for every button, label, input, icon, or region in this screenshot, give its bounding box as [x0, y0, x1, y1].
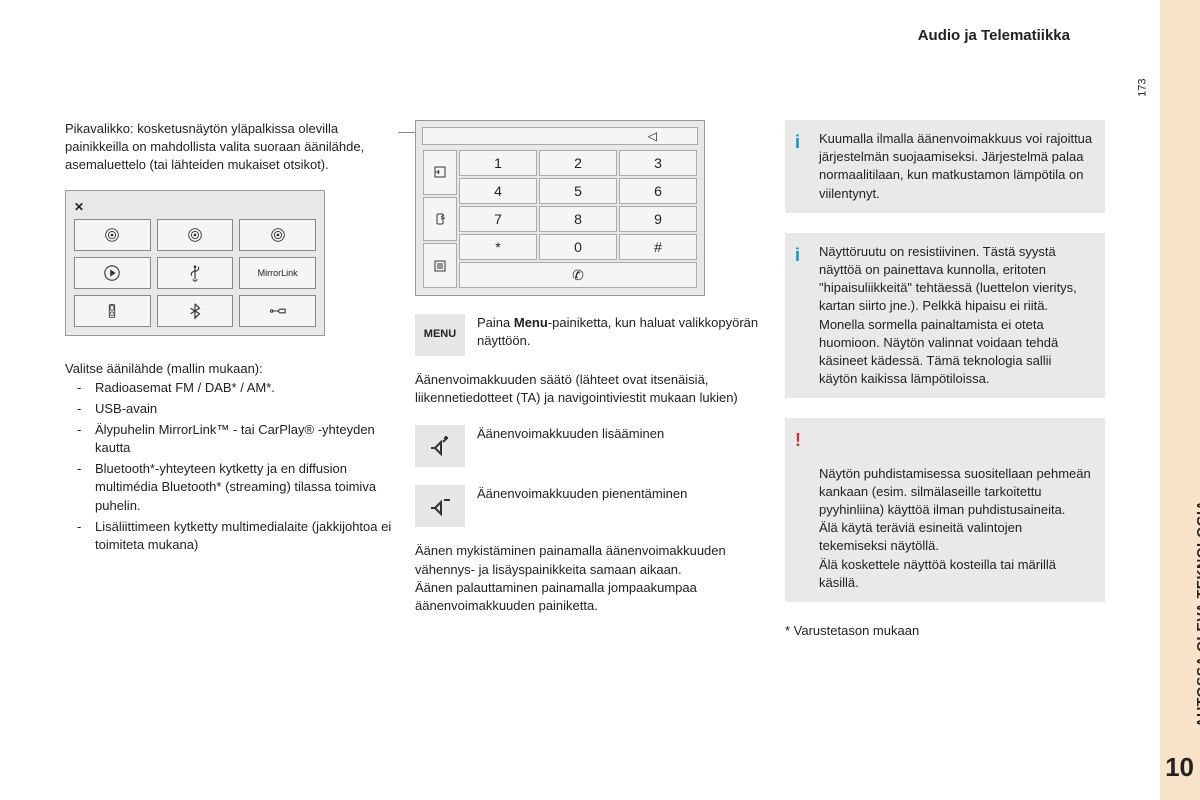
source-radio1-button[interactable] — [74, 219, 151, 251]
key-hash[interactable]: # — [619, 234, 697, 260]
chapter-number: 10 — [1165, 749, 1194, 785]
list-item: Lisäliittimeen kytketty multimedialaite … — [77, 518, 395, 554]
warning-icon: ! — [795, 428, 801, 453]
keypad-panel: 1 2 3 4 5 6 7 8 9 * — [415, 120, 705, 296]
key-call[interactable]: ✆ — [459, 262, 697, 288]
source-radio3-button[interactable] — [239, 219, 316, 251]
list-item: Bluetooth*-yhteyteen kytketty ja en diff… — [77, 460, 395, 515]
key-8[interactable]: 8 — [539, 206, 617, 232]
source-list: Radioasemat FM / DAB* / AM*. USB-avain Ä… — [65, 379, 395, 555]
keypad-tab1-button[interactable] — [423, 150, 457, 195]
key-0[interactable]: 0 — [539, 234, 617, 260]
volume-up-label: Äänenvoimakkuuden lisääminen — [477, 425, 664, 443]
select-source-intro: Valitse äänilähde (mallin mukaan): — [65, 360, 395, 378]
key-2[interactable]: 2 — [539, 150, 617, 176]
volume-up-button[interactable] — [415, 425, 465, 467]
key-7[interactable]: 7 — [459, 206, 537, 232]
source-panel: ✕ MirrorLink — [65, 190, 325, 337]
info-box-resistive: i Näyttöruutu on resistiivinen. Tästä sy… — [785, 233, 1105, 399]
menu-help-text: Paina Menu-painiketta, kun haluat valikk… — [477, 314, 760, 350]
side-tab: AUTOSSA OLEVA TEKNOLOGIA 10 — [1160, 0, 1200, 800]
source-play-button[interactable] — [74, 257, 151, 289]
source-bluetooth-button[interactable] — [157, 295, 234, 327]
side-label: AUTOSSA OLEVA TEKNOLOGIA — [1192, 500, 1200, 727]
info-box-heat: i Kuumalla ilmalla äänenvoimakkuus voi r… — [785, 120, 1105, 213]
warning-box-cleaning: ! Näytön puhdistamisessa suositellaan pe… — [785, 418, 1105, 602]
info-icon: i — [795, 130, 800, 155]
source-mirrorlink-button[interactable]: MirrorLink — [239, 257, 316, 289]
source-radio2-button[interactable] — [157, 219, 234, 251]
close-icon[interactable]: ✕ — [74, 199, 316, 216]
volume-down-label: Äänenvoimakkuuden pienentäminen — [477, 485, 687, 503]
list-item: USB-avain — [77, 400, 395, 418]
key-9[interactable]: 9 — [619, 206, 697, 232]
volume-note: Äänenvoimakkuuden säätö (lähteet ovat it… — [415, 371, 760, 407]
keypad-tab3-button[interactable] — [423, 243, 457, 288]
key-star[interactable]: * — [459, 234, 537, 260]
page-number: 173 — [1135, 79, 1150, 97]
volume-down-button[interactable] — [415, 485, 465, 527]
key-3[interactable]: 3 — [619, 150, 697, 176]
menu-button[interactable]: MENU — [415, 314, 465, 356]
key-5[interactable]: 5 — [539, 178, 617, 204]
mute-text: Äänen mykistäminen painamalla äänenvoima… — [415, 542, 760, 578]
key-1[interactable]: 1 — [459, 150, 537, 176]
source-aux-button[interactable] — [239, 295, 316, 327]
page-title: Audio ja Telematiikka — [0, 25, 1100, 46]
key-4[interactable]: 4 — [459, 178, 537, 204]
list-item: Radioasemat FM / DAB* / AM*. — [77, 379, 395, 397]
footnote: * Varustetason mukaan — [785, 622, 1105, 640]
source-ipod-button[interactable] — [74, 295, 151, 327]
key-6[interactable]: 6 — [619, 178, 697, 204]
quickmenu-text: Pikavalikko: kosketusnäytön yläpalkissa … — [65, 120, 395, 175]
list-item: Älypuhelin MirrorLink™ - tai CarPlay® -y… — [77, 421, 395, 457]
unmute-text: Äänen palauttaminen painamalla jompaakum… — [415, 579, 760, 615]
source-usb-button[interactable] — [157, 257, 234, 289]
keypad-tab2-button[interactable] — [423, 197, 457, 242]
info-icon: i — [795, 243, 800, 268]
keypad-input-bar[interactable] — [422, 127, 698, 145]
